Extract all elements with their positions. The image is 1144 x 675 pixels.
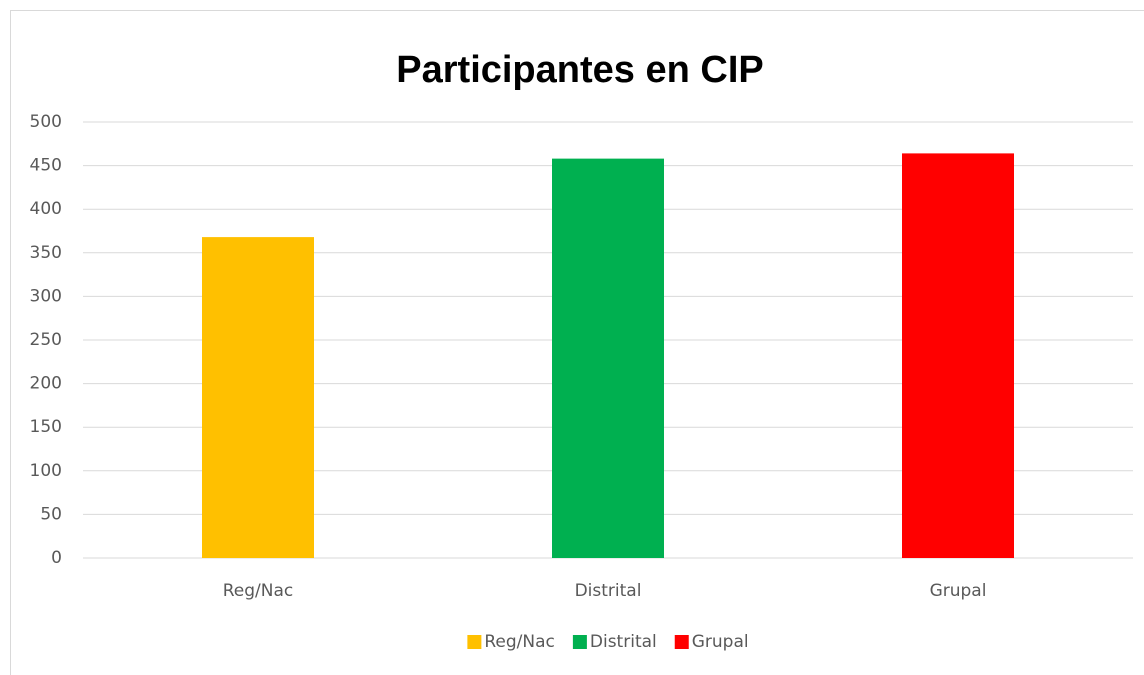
x-tick-label: Reg/Nac [223, 581, 294, 601]
y-tick-label: 450 [30, 156, 62, 176]
bar [552, 158, 664, 558]
bar [902, 153, 1014, 558]
legend-label: Distrital [590, 632, 657, 652]
chart-title: Participantes en CIP [396, 49, 763, 91]
y-tick-label: 250 [30, 330, 62, 350]
y-tick-label: 400 [30, 199, 62, 219]
y-tick-label: 200 [30, 374, 62, 394]
y-tick-label: 100 [30, 461, 62, 481]
y-tick-label: 350 [30, 243, 62, 263]
legend-swatch [674, 635, 689, 649]
bar [202, 237, 314, 558]
x-tick-label: Distrital [575, 581, 642, 601]
legend-label: Reg/Nac [484, 632, 555, 652]
y-tick-label: 300 [30, 286, 62, 306]
x-tick-label: Grupal [930, 581, 987, 601]
y-tick-label: 50 [40, 504, 62, 524]
y-tick-label: 500 [30, 112, 62, 132]
legend-swatch [467, 635, 482, 649]
y-tick-label: 150 [30, 417, 62, 437]
legend-label: Grupal [692, 632, 749, 652]
legend-swatch [572, 635, 587, 649]
y-tick-label: 0 [51, 548, 62, 568]
